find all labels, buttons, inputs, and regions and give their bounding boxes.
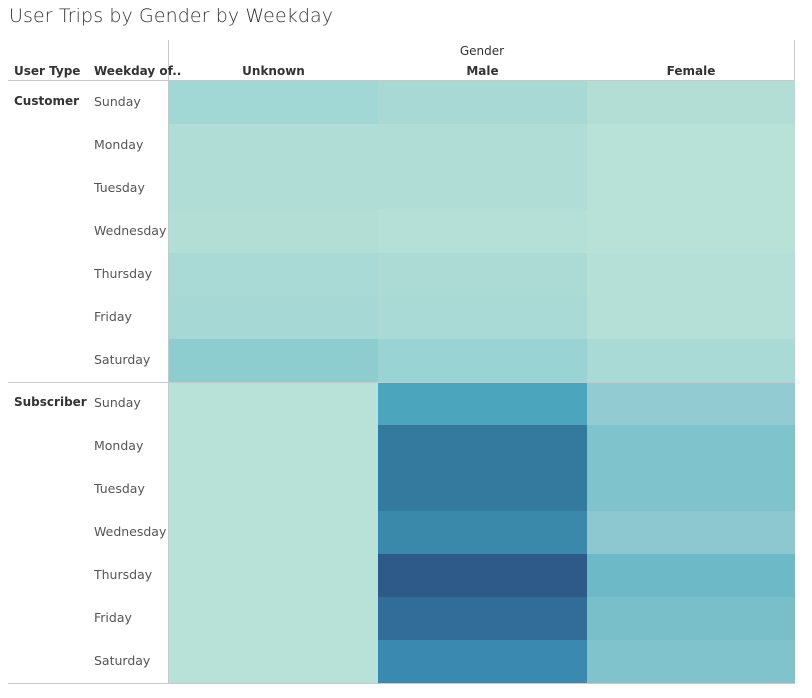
row-label-customer-sunday: Sunday: [94, 94, 141, 109]
row-label-subscriber-tuesday: Tuesday: [93, 481, 145, 496]
row-label-customer-thursday: Thursday: [93, 266, 153, 281]
cell-customer-tuesday-female[interactable]: [587, 167, 795, 210]
cell-subscriber-wednesday-unknown[interactable]: [169, 511, 378, 554]
cell-subscriber-wednesday-male[interactable]: [378, 511, 587, 554]
cell-customer-thursday-female[interactable]: [587, 253, 795, 296]
cell-customer-saturday-female[interactable]: [587, 339, 795, 382]
cell-customer-sunday-female[interactable]: [587, 81, 795, 124]
cell-subscriber-friday-unknown[interactable]: [169, 597, 378, 640]
cell-customer-monday-unknown[interactable]: [169, 124, 378, 167]
cell-subscriber-tuesday-female[interactable]: [587, 468, 795, 511]
cell-customer-wednesday-male[interactable]: [378, 210, 587, 253]
column-label-female: Female: [667, 64, 716, 78]
row-label-subscriber-friday: Friday: [94, 610, 132, 625]
cell-subscriber-friday-female[interactable]: [587, 597, 795, 640]
cell-subscriber-thursday-male[interactable]: [378, 554, 587, 597]
cell-customer-friday-unknown[interactable]: [169, 296, 378, 339]
row-label-subscriber-wednesday: Wednesday: [94, 524, 167, 539]
cell-customer-monday-male[interactable]: [378, 124, 587, 167]
row-label-subscriber-saturday: Saturday: [94, 653, 151, 668]
cell-subscriber-monday-female[interactable]: [587, 425, 795, 468]
row-label-customer-saturday: Saturday: [94, 352, 151, 367]
cell-subscriber-friday-male[interactable]: [378, 597, 587, 640]
heatmap-cells: [169, 81, 795, 683]
grid-lines: [8, 40, 795, 684]
cell-subscriber-saturday-female[interactable]: [587, 640, 795, 683]
cell-subscriber-sunday-female[interactable]: [587, 382, 795, 425]
cell-customer-thursday-male[interactable]: [378, 253, 587, 296]
cell-customer-sunday-unknown[interactable]: [169, 81, 378, 124]
row-label-subscriber-monday: Monday: [94, 438, 144, 453]
cell-customer-friday-male[interactable]: [378, 296, 587, 339]
cell-subscriber-saturday-male[interactable]: [378, 640, 587, 683]
cell-subscriber-tuesday-male[interactable]: [378, 468, 587, 511]
cell-customer-saturday-unknown[interactable]: [169, 339, 378, 382]
cell-customer-friday-female[interactable]: [587, 296, 795, 339]
row-header-user-type: User Type: [14, 64, 80, 78]
cell-subscriber-thursday-unknown[interactable]: [169, 554, 378, 597]
column-label-male: Male: [466, 64, 498, 78]
cell-customer-wednesday-female[interactable]: [587, 210, 795, 253]
cell-subscriber-saturday-unknown[interactable]: [169, 640, 378, 683]
cell-subscriber-sunday-male[interactable]: [378, 382, 587, 425]
row-label-customer-monday: Monday: [94, 137, 144, 152]
cell-customer-tuesday-unknown[interactable]: [169, 167, 378, 210]
cell-subscriber-sunday-unknown[interactable]: [169, 382, 378, 425]
chart-title: User Trips by Gender by Weekday: [9, 5, 334, 27]
cell-customer-sunday-male[interactable]: [378, 81, 587, 124]
row-label-customer-tuesday: Tuesday: [93, 180, 145, 195]
cell-customer-saturday-male[interactable]: [378, 339, 587, 382]
column-group-label: Gender: [460, 44, 504, 58]
cell-customer-tuesday-male[interactable]: [378, 167, 587, 210]
cell-subscriber-wednesday-female[interactable]: [587, 511, 795, 554]
row-group-label-subscriber: Subscriber: [14, 395, 87, 409]
cell-subscriber-monday-male[interactable]: [378, 425, 587, 468]
cell-customer-wednesday-unknown[interactable]: [169, 210, 378, 253]
column-label-unknown: Unknown: [242, 64, 305, 78]
row-header-weekday: Weekday of..: [94, 64, 181, 78]
axis-labels: Gender User Type Weekday of.. Unknown Mal…: [14, 44, 715, 668]
cell-subscriber-thursday-female[interactable]: [587, 554, 795, 597]
cell-customer-monday-female[interactable]: [587, 124, 795, 167]
row-group-label-customer: Customer: [14, 94, 79, 108]
cell-subscriber-monday-unknown[interactable]: [169, 425, 378, 468]
row-label-customer-friday: Friday: [94, 309, 132, 324]
row-label-subscriber-sunday: Sunday: [94, 395, 141, 410]
cell-subscriber-tuesday-unknown[interactable]: [169, 468, 378, 511]
row-label-customer-wednesday: Wednesday: [94, 223, 167, 238]
cell-customer-thursday-unknown[interactable]: [169, 253, 378, 296]
row-label-subscriber-thursday: Thursday: [93, 567, 153, 582]
